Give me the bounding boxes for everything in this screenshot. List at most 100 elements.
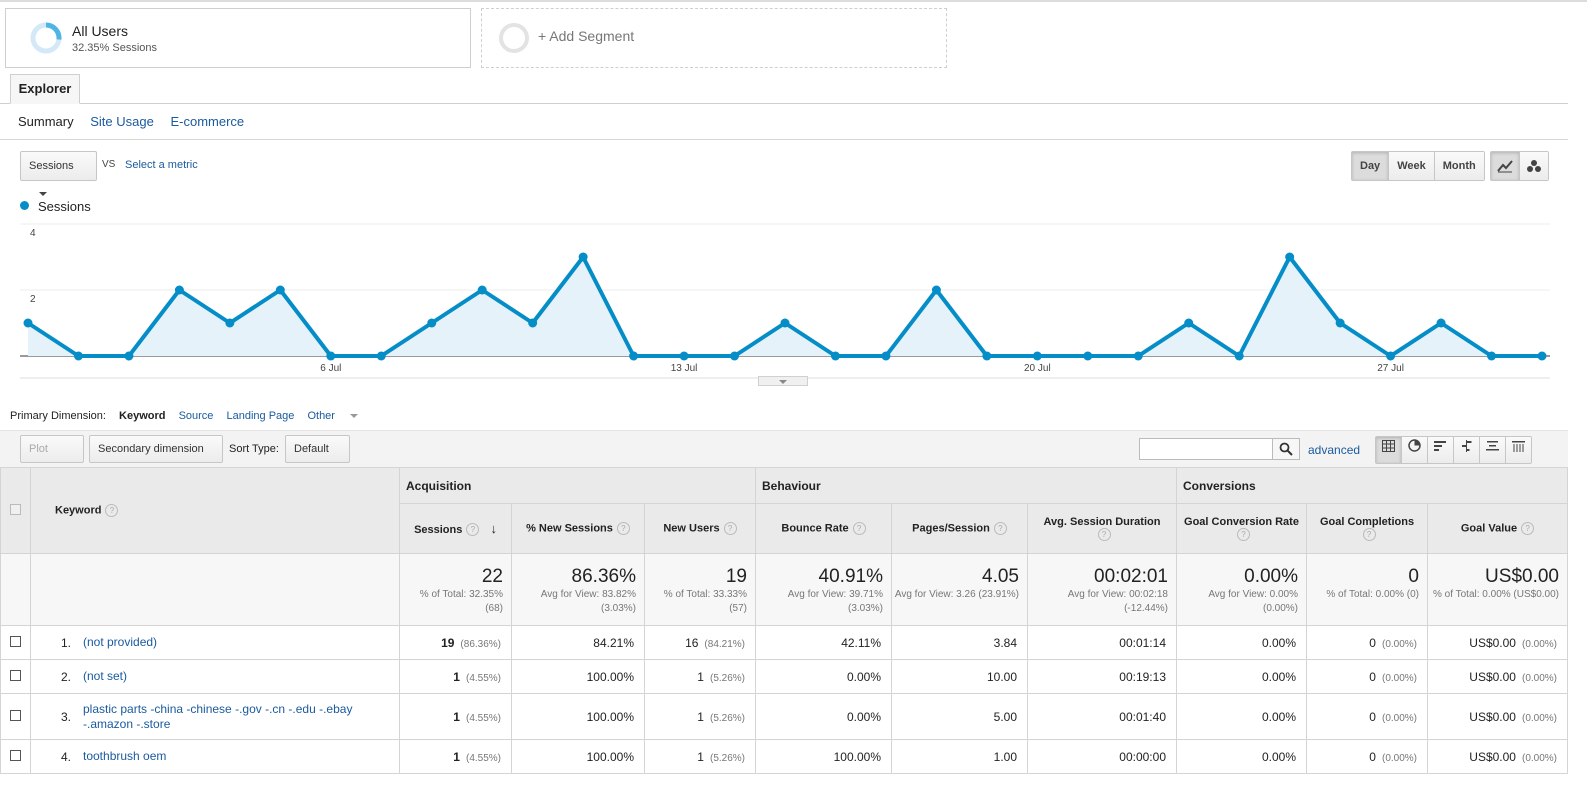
- row-checkbox-cell[interactable]: [0, 739, 31, 774]
- goal-value-cell: US$0.00 (0.00%): [1427, 693, 1568, 740]
- pivot-view-button[interactable]: [1506, 437, 1531, 463]
- bubble-chart-icon: [1527, 160, 1541, 173]
- table-row: 1. (not provided) 19 (86.36%) 84.21% 16 (84.21…: [0, 625, 1568, 660]
- data-point: [1083, 351, 1093, 361]
- new-sessions-header[interactable]: % New Sessions?: [511, 503, 645, 554]
- help-icon[interactable]: ?: [1521, 522, 1535, 535]
- pages-session-header-label: Pages/Session: [912, 522, 990, 535]
- new-users-value: 1: [697, 669, 704, 684]
- total-sessions-sub: % of Total: 32.35% (68): [419, 589, 503, 614]
- help-icon[interactable]: ?: [466, 523, 480, 537]
- goal-value-header[interactable]: Goal Value?: [1427, 503, 1568, 554]
- help-icon[interactable]: ?: [993, 522, 1007, 535]
- sort-type-label: Sort Type:: [229, 443, 279, 455]
- total-new-users-sub: % of Total: 33.33% (57): [663, 589, 747, 614]
- sessions-cell: 1 (4.55%): [399, 693, 512, 740]
- goal-completions-pct: (0.00%): [1381, 752, 1417, 764]
- data-point: [1386, 351, 1396, 361]
- x-tick-label: 20 Jul: [1024, 363, 1051, 374]
- table-grid-icon: [1382, 440, 1395, 452]
- data-point: [225, 318, 235, 328]
- goal-value-cell: US$0.00 (0.00%): [1427, 659, 1568, 694]
- duration-cell: 00:00:00: [1027, 739, 1177, 774]
- row-checkbox-cell[interactable]: [0, 693, 31, 740]
- segment-all-users[interactable]: All Users 32.35% Sessions: [5, 8, 471, 68]
- total-duration-value: 00:02:01: [1094, 566, 1168, 587]
- vs-label: VS: [102, 159, 116, 170]
- total-goal-value-value: US$0.00: [1485, 566, 1559, 587]
- comparison-view-button[interactable]: [1454, 437, 1480, 463]
- data-point: [780, 318, 790, 328]
- sessions-header[interactable]: Sessions? ↓: [399, 503, 512, 554]
- help-icon[interactable]: ?: [723, 522, 737, 535]
- motion-chart-button[interactable]: [1520, 152, 1548, 180]
- tab-site-usage[interactable]: Site Usage: [90, 114, 154, 129]
- pie-view-button[interactable]: [1402, 437, 1428, 463]
- select-all-checkbox[interactable]: [10, 503, 21, 515]
- help-icon[interactable]: ?: [616, 522, 630, 535]
- data-point: [477, 285, 487, 295]
- total-goal-rate-value: 0.00%: [1244, 566, 1298, 587]
- help-icon[interactable]: ?: [1097, 528, 1111, 541]
- goal-rate-cell: 0.00%: [1176, 659, 1307, 694]
- select-metric-link[interactable]: Select a metric: [125, 159, 198, 171]
- row-checkbox-cell[interactable]: [0, 659, 31, 694]
- goal-value-pct: (0.00%): [1521, 638, 1557, 650]
- secondary-dimension-dropdown[interactable]: Secondary dimension: [89, 435, 223, 478]
- dimension-source[interactable]: Source: [178, 410, 214, 422]
- keyword-header[interactable]: Keyword?: [30, 467, 400, 554]
- dimension-keyword[interactable]: Keyword: [119, 410, 166, 422]
- comparison-icon: [1462, 440, 1472, 452]
- chart-resize-handle[interactable]: [758, 376, 808, 386]
- data-view-button[interactable]: [1376, 437, 1402, 463]
- row-checkbox[interactable]: [10, 669, 21, 681]
- keyword-link[interactable]: (not set): [83, 669, 128, 683]
- row-checkbox[interactable]: [10, 749, 21, 761]
- new-users-value: 16: [685, 635, 699, 650]
- row-checkbox[interactable]: [10, 635, 21, 647]
- pages-session-header[interactable]: Pages/Session?: [891, 503, 1028, 554]
- help-icon[interactable]: ?: [1362, 528, 1376, 541]
- term-cloud-button[interactable]: [1480, 437, 1506, 463]
- table-search-input[interactable]: [1139, 438, 1273, 460]
- bounce-rate-header[interactable]: Bounce Rate?: [755, 503, 892, 554]
- new-users-header[interactable]: New Users?: [644, 503, 756, 554]
- keyword-link[interactable]: plastic parts -china -chinese -.gov -.cn…: [83, 701, 353, 731]
- table-view-toggle: [1375, 436, 1532, 464]
- line-chart-button[interactable]: [1491, 152, 1520, 180]
- tab-ecommerce[interactable]: E-commerce: [170, 114, 245, 129]
- goal-rate-cell: 0.00%: [1176, 625, 1307, 660]
- dimension-other[interactable]: Other: [307, 410, 368, 422]
- help-icon[interactable]: ?: [852, 522, 866, 535]
- primary-dimension-bar: Primary Dimension: Keyword Source Landin…: [10, 410, 378, 422]
- goal-rate-header[interactable]: Goal Conversion Rate?: [1176, 503, 1307, 554]
- add-segment-button[interactable]: + Add Segment: [481, 8, 947, 68]
- row-checkbox-cell[interactable]: [0, 625, 31, 660]
- month-button[interactable]: Month: [1434, 152, 1484, 180]
- day-button[interactable]: Day: [1352, 152, 1390, 180]
- search-button[interactable]: [1272, 438, 1300, 460]
- legend-label: Sessions: [38, 199, 91, 214]
- help-icon[interactable]: ?: [1237, 528, 1250, 541]
- sort-type-dropdown[interactable]: Default: [285, 435, 350, 478]
- metric-dropdown[interactable]: Sessions: [20, 151, 97, 197]
- goal-value-header-label: Goal Value: [1460, 522, 1518, 535]
- advanced-filter-link[interactable]: advanced: [1308, 443, 1361, 457]
- plot-rows-button[interactable]: Plot Rows: [20, 435, 84, 481]
- tab-summary[interactable]: Summary: [18, 114, 74, 129]
- duration-header[interactable]: Avg. Session Duration?: [1027, 503, 1177, 554]
- performance-view-button[interactable]: [1428, 437, 1454, 463]
- dimension-landing-page[interactable]: Landing Page: [226, 410, 295, 422]
- keyword-link[interactable]: (not provided): [83, 635, 158, 649]
- row-checkbox[interactable]: [10, 709, 21, 721]
- goal-completions-pct: (0.00%): [1381, 638, 1417, 650]
- bounce-rate-header-label: Bounce Rate: [781, 522, 849, 535]
- keyword-cell: 1. (not provided): [30, 625, 400, 660]
- row-index: 4.: [60, 749, 71, 764]
- week-button[interactable]: Week: [1389, 152, 1435, 180]
- goal-completions-header[interactable]: Goal Completions?: [1306, 503, 1428, 554]
- keyword-link[interactable]: toothbrush oem: [83, 749, 167, 763]
- tab-explorer[interactable]: Explorer: [10, 74, 80, 104]
- select-all-cell[interactable]: [0, 467, 31, 554]
- help-icon[interactable]: ?: [105, 504, 119, 517]
